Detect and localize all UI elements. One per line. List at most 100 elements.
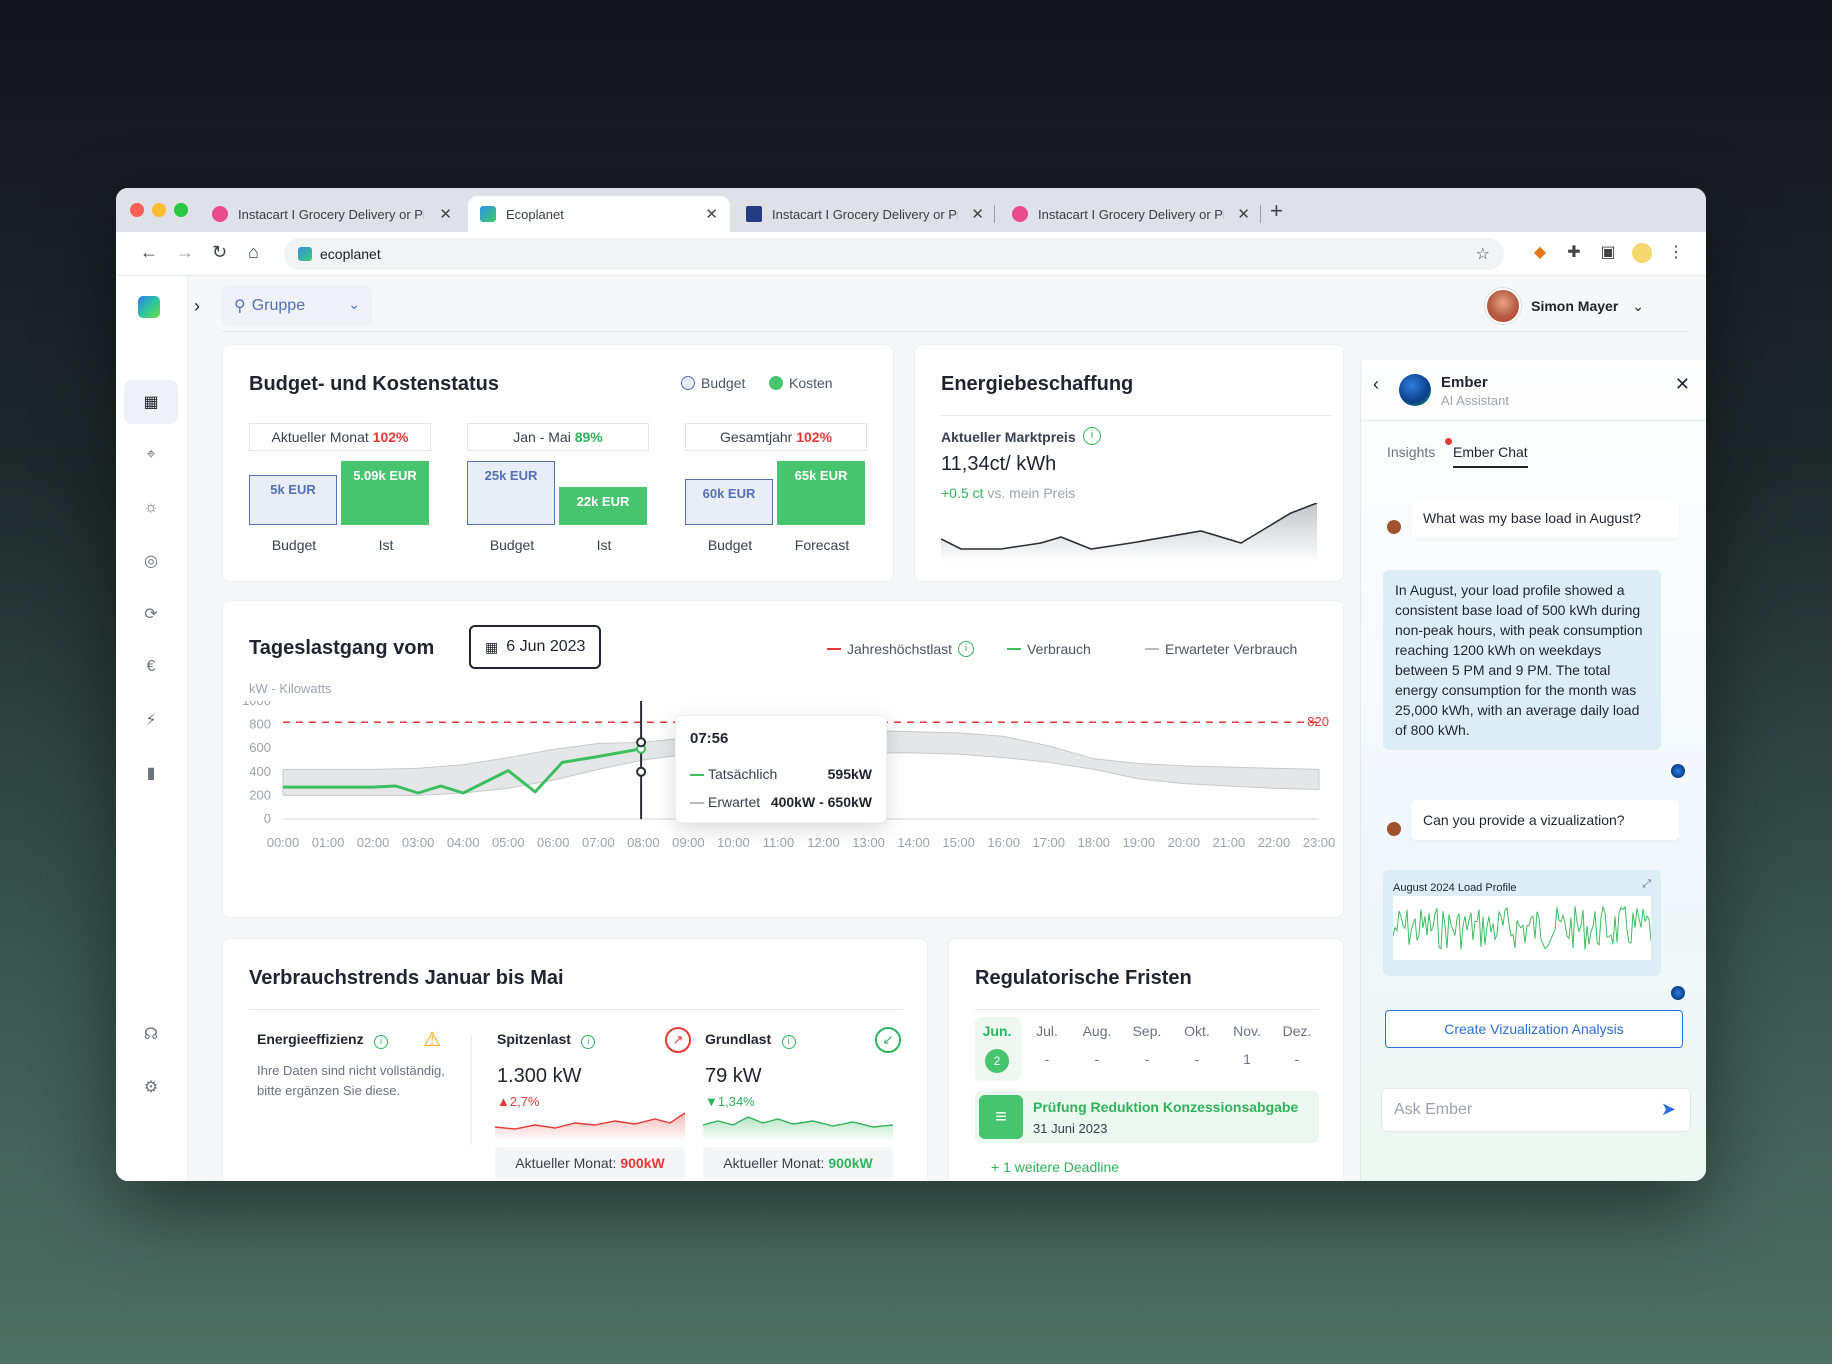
tab-ember-chat[interactable]: Ember Chat [1453,444,1528,468]
solar-panel-icon[interactable]: ☼ [143,499,159,516]
legend-label: Erwarteter Verbrauch [1165,641,1298,657]
group-selector[interactable]: ⚲ Gruppe ⌄ [222,286,372,326]
dashboard-icon[interactable]: ▦ [124,380,178,424]
ask-ember-input[interactable]: Ask Ember ➤ [1381,1088,1691,1132]
home-icon[interactable]: ⌂ [248,242,259,262]
bar-label: Ist [378,537,394,553]
more-deadlines-link[interactable]: + 1 weitere Deadline [991,1159,1120,1175]
period-percent: 102% [372,429,409,445]
browser-tab[interactable]: Instacart I Grocery Delivery or Pickup ✕ [734,196,996,232]
metamask-icon[interactable]: ◆ [1533,244,1547,261]
period-percent: 102% [796,429,833,445]
month-value: 900kW [828,1155,873,1171]
back-chevron-icon[interactable]: ‹ [1373,374,1379,394]
site-favicon [298,247,312,261]
headset-icon[interactable]: ☊ [143,1026,159,1043]
month-count: - [1144,1051,1150,1067]
browser-tab-active[interactable]: Ecoplanet ✕ [468,196,730,232]
close-tab-icon[interactable]: ✕ [705,206,718,223]
period-jan-may: Jan - Mai 89% [467,423,649,451]
close-tab-icon[interactable]: ✕ [439,206,452,223]
create-visualization-button[interactable]: Create Vizualization Analysis [1385,1010,1683,1048]
chart-tooltip: 07:56 Tatsächlich 595kW Erwartet 400kW -… [675,715,887,823]
user-mini-avatar [1387,520,1401,534]
euro-icon[interactable]: € [146,658,156,675]
info-icon[interactable]: i [958,641,975,657]
address-bar[interactable]: ecoplanet ☆ [284,238,1504,270]
close-window-dot[interactable] [130,203,144,217]
deadline-item[interactable]: ≡ Prüfung Reduktion Konzessionsabgabe 31… [975,1091,1319,1143]
legend-consumption: Verbrauch [1007,641,1091,657]
browser-tab[interactable]: Instacart I Grocery Delivery or Pickup ✕ [200,196,464,232]
target-icon[interactable]: ◎ [144,553,158,570]
x-tick-label: 22:00 [1258,835,1291,850]
minimize-window-dot[interactable] [152,203,166,217]
close-panel-icon[interactable]: ✕ [1674,374,1690,394]
menu-kebab-icon[interactable]: ⋮ [1668,244,1684,261]
user-menu[interactable]: Simon Mayer ⌄ [1485,288,1644,324]
y-tick-label: 800 [249,717,271,732]
trend-down-icon[interactable]: ↙ [875,1027,901,1053]
ember-assistant-panel: ‹ Ember AI Assistant ✕ Insights Ember Ch… [1360,360,1706,1181]
location-pin-icon[interactable]: ⌖ [146,446,156,463]
info-icon[interactable]: i [581,1035,596,1049]
extensions-puzzle-icon[interactable]: ✚ [1567,244,1581,261]
close-tab-icon[interactable]: ✕ [1237,206,1250,223]
bar-chart-icon[interactable]: ▮ [146,765,156,782]
forward-icon[interactable]: → [176,242,194,262]
info-icon[interactable]: i [374,1035,389,1049]
new-tab-icon[interactable]: + [1270,198,1283,223]
date-picker-button[interactable]: ▦ 6 Jun 2023 [469,625,602,669]
delta-value: +0.5 ct [941,485,984,501]
side-panel-icon[interactable]: ▣ [1600,244,1616,261]
back-icon[interactable]: ← [140,242,158,262]
month-label[interactable]: Jun. [982,1023,1012,1039]
tab-bar: Instacart I Grocery Delivery or Pickup ✕… [116,188,1706,232]
load-title: Tageslastgang vom [249,637,435,659]
x-tick-label: 12:00 [807,835,840,850]
settings-gear-icon[interactable]: ⚙ [143,1079,159,1096]
maximize-window-dot[interactable] [174,203,188,217]
deadline-date: 31 Juni 2023 [1033,1121,1108,1136]
month-label[interactable]: Sep. [1132,1023,1162,1039]
y-tick-label: 0 [264,811,271,826]
mini-load-chart [1393,896,1651,960]
divider [249,1009,903,1010]
reload-icon[interactable]: ↻ [212,242,228,262]
warning-icon[interactable]: ⚠ [423,1029,441,1051]
month-label[interactable]: Aug. [1082,1023,1112,1039]
bookmark-star-icon[interactable]: ☆ [1475,246,1490,263]
send-icon[interactable]: ➤ [1660,1099,1676,1119]
expand-sidebar-chevron-icon[interactable]: › [194,296,200,316]
legend-label: Budget [701,375,746,391]
x-tick-label: 05:00 [492,835,525,850]
ecoplanet-logo[interactable] [138,296,160,318]
month-label[interactable]: Okt. [1184,1023,1210,1039]
peak-month-box: Aktueller Monat: 900kW [495,1147,685,1179]
month-label[interactable]: Nov. [1233,1023,1261,1039]
x-tick-label: 02:00 [357,835,390,850]
expand-icon[interactable]: ⤢ [1642,878,1651,890]
expected-high-point [636,737,647,748]
trend-up-icon[interactable]: ↗ [665,1027,691,1053]
kpi-change: ▼1,34% [705,1094,755,1109]
tab-insights[interactable]: Insights [1387,444,1436,460]
period-current-month: Aktueller Monat 102% [249,423,431,451]
bar-label: Budget [489,537,535,553]
bar-label: Budget [707,537,753,553]
month-label[interactable]: Dez. [1282,1023,1312,1039]
budget-title: Budget- und Kostenstatus [249,373,499,395]
consumption-line [283,747,642,795]
assistant-name: Ember [1441,374,1488,391]
info-icon[interactable]: i [781,1035,796,1049]
legend-swatch [769,376,783,390]
close-tab-icon[interactable]: ✕ [971,206,984,223]
energy-cycle-icon[interactable]: ⟳ [144,606,158,623]
lightning-icon[interactable]: ⚡ [145,712,157,729]
month-label[interactable]: Jul. [1036,1023,1058,1039]
browser-tab[interactable]: Instacart I Grocery Delivery or Pickup ✕ [1000,196,1262,232]
profile-avatar-icon[interactable] [1632,243,1652,263]
info-icon[interactable]: i [1083,427,1101,445]
load-chart: 1000 800 600 400 200 0 820 00:00 01:00 02:00 03:00… [242,701,1335,850]
efficiency-text: Ihre Daten sind nicht vollständig, bitte… [257,1063,445,1098]
